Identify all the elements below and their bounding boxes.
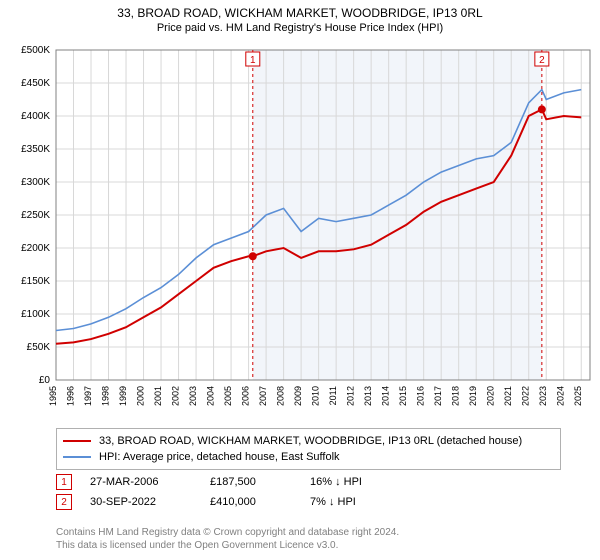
svg-text:£500K: £500K bbox=[21, 45, 50, 56]
marker-date: 30-SEP-2022 bbox=[90, 496, 210, 508]
svg-text:2015: 2015 bbox=[398, 386, 408, 406]
svg-text:2024: 2024 bbox=[556, 386, 566, 406]
footnote: Contains HM Land Registry data © Crown c… bbox=[56, 526, 561, 552]
svg-text:2012: 2012 bbox=[346, 386, 356, 406]
marker-delta: 7% ↓ HPI bbox=[310, 496, 410, 508]
svg-text:2005: 2005 bbox=[223, 386, 233, 406]
marker-delta: 16% ↓ HPI bbox=[310, 476, 410, 488]
svg-text:£300K: £300K bbox=[21, 177, 50, 188]
svg-text:1999: 1999 bbox=[118, 386, 128, 406]
svg-text:2019: 2019 bbox=[468, 386, 478, 406]
marker-row: 2 30-SEP-2022 £410,000 7% ↓ HPI bbox=[56, 492, 561, 512]
svg-text:2016: 2016 bbox=[416, 386, 426, 406]
svg-text:2021: 2021 bbox=[503, 386, 513, 406]
marker-badge: 2 bbox=[56, 494, 72, 510]
svg-text:2007: 2007 bbox=[258, 386, 268, 406]
svg-text:2001: 2001 bbox=[153, 386, 163, 406]
svg-text:2002: 2002 bbox=[171, 386, 181, 406]
marker-price: £410,000 bbox=[210, 496, 310, 508]
svg-text:2022: 2022 bbox=[521, 386, 531, 406]
legend: 33, BROAD ROAD, WICKHAM MARKET, WOODBRID… bbox=[56, 428, 561, 470]
legend-label: HPI: Average price, detached house, East… bbox=[99, 451, 340, 463]
legend-row: 33, BROAD ROAD, WICKHAM MARKET, WOODBRID… bbox=[63, 433, 554, 449]
svg-text:2: 2 bbox=[539, 55, 545, 66]
svg-text:£0: £0 bbox=[39, 375, 51, 386]
svg-text:2000: 2000 bbox=[136, 386, 146, 406]
svg-text:£450K: £450K bbox=[21, 78, 50, 89]
svg-text:1995: 1995 bbox=[48, 386, 58, 406]
svg-text:2014: 2014 bbox=[381, 386, 391, 406]
svg-text:2004: 2004 bbox=[206, 386, 216, 406]
svg-text:£250K: £250K bbox=[21, 210, 50, 221]
svg-text:2018: 2018 bbox=[451, 386, 461, 406]
footnote-line: This data is licensed under the Open Gov… bbox=[56, 539, 561, 552]
svg-text:2023: 2023 bbox=[538, 386, 548, 406]
svg-text:1997: 1997 bbox=[83, 386, 93, 406]
svg-text:2003: 2003 bbox=[188, 386, 198, 406]
svg-text:2020: 2020 bbox=[486, 386, 496, 406]
svg-text:2006: 2006 bbox=[241, 386, 251, 406]
svg-text:£200K: £200K bbox=[21, 243, 50, 254]
marker-table: 1 27-MAR-2006 £187,500 16% ↓ HPI 2 30-SE… bbox=[56, 472, 561, 512]
svg-text:2017: 2017 bbox=[433, 386, 443, 406]
marker-row: 1 27-MAR-2006 £187,500 16% ↓ HPI bbox=[56, 472, 561, 492]
legend-row: HPI: Average price, detached house, East… bbox=[63, 449, 554, 465]
svg-text:£350K: £350K bbox=[21, 144, 50, 155]
svg-text:£400K: £400K bbox=[21, 111, 50, 122]
legend-label: 33, BROAD ROAD, WICKHAM MARKET, WOODBRID… bbox=[99, 435, 522, 447]
svg-text:2010: 2010 bbox=[311, 386, 321, 406]
svg-text:£50K: £50K bbox=[27, 342, 51, 353]
svg-text:£150K: £150K bbox=[21, 276, 50, 287]
svg-text:2008: 2008 bbox=[276, 386, 286, 406]
marker-badge: 1 bbox=[56, 474, 72, 490]
svg-text:2009: 2009 bbox=[293, 386, 303, 406]
svg-text:2025: 2025 bbox=[573, 386, 583, 406]
svg-text:£100K: £100K bbox=[21, 309, 50, 320]
marker-date: 27-MAR-2006 bbox=[90, 476, 210, 488]
svg-text:1998: 1998 bbox=[101, 386, 111, 406]
svg-text:1: 1 bbox=[250, 55, 256, 66]
svg-text:1996: 1996 bbox=[66, 386, 76, 406]
marker-price: £187,500 bbox=[210, 476, 310, 488]
svg-text:2013: 2013 bbox=[363, 386, 373, 406]
chart-title: 33, BROAD ROAD, WICKHAM MARKET, WOODBRID… bbox=[0, 6, 600, 20]
footnote-line: Contains HM Land Registry data © Crown c… bbox=[56, 526, 561, 539]
svg-text:2011: 2011 bbox=[328, 386, 338, 405]
chart-subtitle: Price paid vs. HM Land Registry's House … bbox=[0, 22, 600, 34]
chart-area: £0 £50K £100K £150K £200K £250K £300K £350K £400… bbox=[0, 42, 600, 422]
